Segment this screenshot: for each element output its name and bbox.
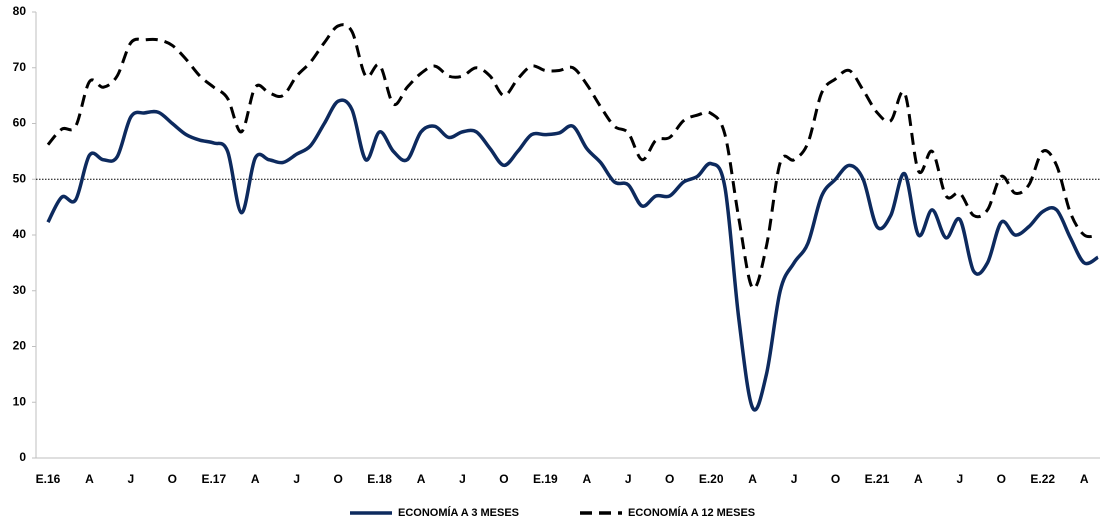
x-tick-label: O [997,472,1006,486]
x-tick-label: A [582,472,591,486]
x-tick-label: J [293,472,300,486]
y-tick-label: 80 [13,4,27,18]
x-tick-label: A [85,472,94,486]
legend-label: ECONOMÍA A 12 MESES [628,506,755,519]
x-tick-label: E.17 [201,472,226,486]
series-line [46,98,1099,412]
x-tick-label: A [914,472,923,486]
y-tick-label: 20 [13,339,27,353]
y-tick-label: 60 [13,116,27,130]
x-tick-label: J [128,472,135,486]
x-tick-label: O [665,472,674,486]
x-tick-label: A [417,472,426,486]
x-tick-label: E.20 [699,472,724,486]
x-tick-label: E.18 [367,472,392,486]
y-tick-label: 70 [13,60,27,74]
legend-label: ECONOMÍA A 3 MESES [398,506,519,519]
x-tick-label: J [791,472,798,486]
x-tick-label: O [333,472,342,486]
x-tick-label: O [831,472,840,486]
x-tick-label: O [168,472,177,486]
x-tick-label: J [625,472,632,486]
y-tick-label: 40 [13,227,27,241]
y-tick-label: 0 [19,450,26,464]
y-tick-label: 30 [13,283,27,297]
x-tick-label: E.22 [1030,472,1055,486]
x-tick-label: O [499,472,508,486]
series-line [46,23,1099,290]
x-tick-label: J [459,472,466,486]
x-tick-label: J [956,472,963,486]
x-tick-label: A [748,472,757,486]
x-tick-label: A [251,472,260,486]
x-tick-label: E.21 [865,472,890,486]
y-tick-label: 10 [13,394,27,408]
y-tick-label: 50 [13,171,27,185]
x-tick-label: E.19 [533,472,558,486]
x-tick-label: A [1080,472,1089,486]
x-tick-label: E.16 [36,472,61,486]
